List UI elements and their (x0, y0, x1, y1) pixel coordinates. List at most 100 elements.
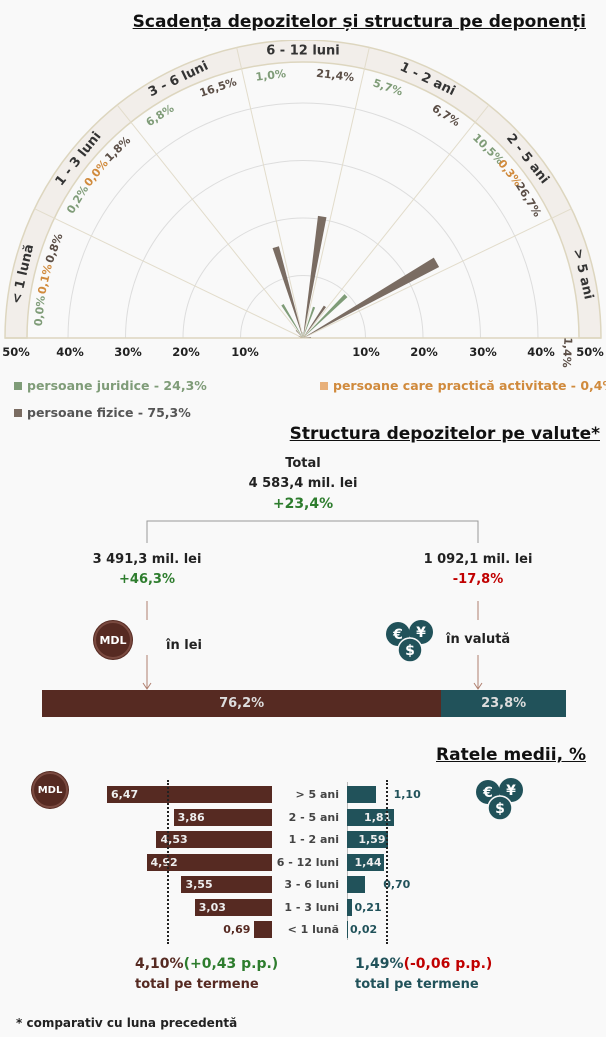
currency-share-bar: 76,2% 23,8% (42, 690, 566, 717)
polar-bar (303, 257, 440, 338)
footnote-text: comparativ cu luna precedentă (26, 1016, 238, 1030)
mdl-average-line (167, 780, 170, 944)
total-value: 4 583,4 mil. lei (248, 476, 358, 491)
data-label: 21,4% (315, 67, 354, 85)
svg-text:$: $ (495, 801, 505, 817)
fx-rate-label: 0,70 (383, 878, 411, 891)
term-label: 1 - 2 ani (288, 833, 339, 846)
radial-tick-label: 30% (114, 345, 142, 359)
mdl-rate-label: 4,92 (150, 855, 178, 869)
fx-rate-label: 0,02 (350, 923, 378, 936)
valute-title: Structura depozitelor pe valute* (289, 424, 600, 444)
polar-bar (303, 215, 327, 338)
fx-rate-label: 1,10 (393, 788, 421, 801)
legend-label: persoane care practică activitate - 0,4% (333, 378, 606, 393)
polar-bar (295, 330, 303, 338)
radial-tick-label: 10% (352, 345, 380, 359)
mdl-total-change: (+0,43 p.p.) (183, 956, 279, 972)
lei-value: 3 491,3 mil. lei (92, 552, 202, 567)
radial-tick-label: 40% (56, 345, 84, 359)
radial-tick-label: 10% (231, 345, 259, 359)
fx-average-line (385, 780, 388, 944)
polar-chart-title: Scadența depozitelor și structura pe dep… (132, 12, 586, 32)
rates-title: Ratele medii, % (436, 745, 586, 765)
term-label: 2 - 5 ani (288, 810, 339, 824)
svg-text:€: € (482, 785, 493, 801)
fx-total-value: 1,49% (355, 956, 404, 972)
polar-bar (303, 337, 312, 338)
svg-text:¥: ¥ (506, 783, 516, 799)
valuta-share-segment: 23,8% (441, 690, 566, 717)
data-label: 1,4% (560, 337, 575, 368)
polar-bar (303, 336, 306, 338)
fx-rate-bar (347, 808, 395, 826)
sector-divider (116, 104, 304, 339)
valuta-value: 1 092,1 mil. lei (423, 552, 533, 567)
mdl-rate-bar (254, 921, 272, 938)
legend-swatch (14, 381, 22, 390)
valuta-change: -17,8% (452, 572, 504, 587)
mdl-rate-label: 3,03 (198, 900, 226, 914)
mdl-rate-bar (181, 876, 272, 893)
footnote-star: * (16, 1016, 23, 1030)
svg-text:$: $ (405, 643, 415, 659)
lei-change: +46,3% (119, 572, 175, 587)
sector-divider (302, 47, 370, 339)
radial-tick-label: 50% (576, 345, 604, 359)
fx-total: 1,49%(-0,06 p.p.) (355, 956, 492, 972)
legend-practica: persoane care practică activitate - 0,4% (320, 378, 606, 393)
sector-divider (34, 208, 304, 339)
data-label: 1,0% (255, 67, 287, 84)
total-change: +23,4% (272, 496, 334, 512)
valuta-label: în valută (446, 632, 511, 647)
mdl-rate-label: 3,86 (177, 810, 205, 824)
radial-tick-label: 30% (469, 345, 497, 359)
grid-ring (67, 102, 539, 339)
polar-bar (300, 336, 303, 338)
fx-total-change: (-0,06 p.p.) (403, 956, 493, 972)
radial-tick-label: 20% (410, 345, 438, 359)
radial-tick-label: 20% (172, 345, 200, 359)
radial-tick-label: 50% (2, 345, 30, 359)
legend-label: persoane fizice - 75,3% (27, 405, 191, 420)
mdl-rate-label: 4,53 (160, 833, 188, 846)
sector-divider (302, 104, 490, 339)
grid-ring (125, 160, 481, 339)
mdl-coin-icon: MDL (94, 621, 132, 659)
legend-fizice: persoane fizice - 75,3% (14, 405, 191, 420)
mdl-rate-bar (146, 853, 272, 871)
polar-bar (303, 294, 348, 338)
mdl-rate-label: 0,69 (223, 923, 251, 936)
footnote: * comparativ cu luna precedentă (16, 1016, 237, 1030)
fx-rate-bar (347, 831, 389, 848)
legend-swatch (320, 381, 328, 390)
mdl-rate-bar (156, 831, 272, 848)
grid-ring (240, 275, 366, 339)
mdl-rate-bar (194, 898, 272, 916)
connector-lines (142, 520, 483, 690)
fx-rate-label: 1,44 (354, 855, 382, 869)
term-label: > 5 ani (295, 788, 339, 801)
data-label: 0,1% (35, 263, 54, 296)
polar-bar (298, 336, 303, 338)
lei-label: în lei (166, 638, 202, 653)
mdl-coin-icon: MDL (32, 772, 68, 808)
fx-rate-bar (347, 853, 385, 871)
radial-tick-label: 40% (527, 345, 555, 359)
legend-juridice: persoane juridice - 24,3% (14, 378, 207, 393)
mdl-caption: total pe termene (135, 977, 259, 992)
sector-divider (236, 47, 304, 339)
svg-text:¥: ¥ (416, 625, 426, 641)
fx-rate-bar (347, 786, 376, 803)
data-label: 0,0% (32, 295, 48, 327)
fx-rate-bar (347, 921, 348, 938)
legend-swatch (14, 408, 22, 417)
fx-rate-label: 1,59 (358, 833, 386, 846)
fx-rate-bar (347, 876, 366, 893)
mdl-rate-label: 6,47 (111, 788, 139, 801)
term-label: 6 - 12 luni (276, 855, 339, 869)
term-label: < 1 lună (287, 923, 339, 936)
sector-band (4, 40, 602, 339)
polar-bar (272, 246, 303, 338)
